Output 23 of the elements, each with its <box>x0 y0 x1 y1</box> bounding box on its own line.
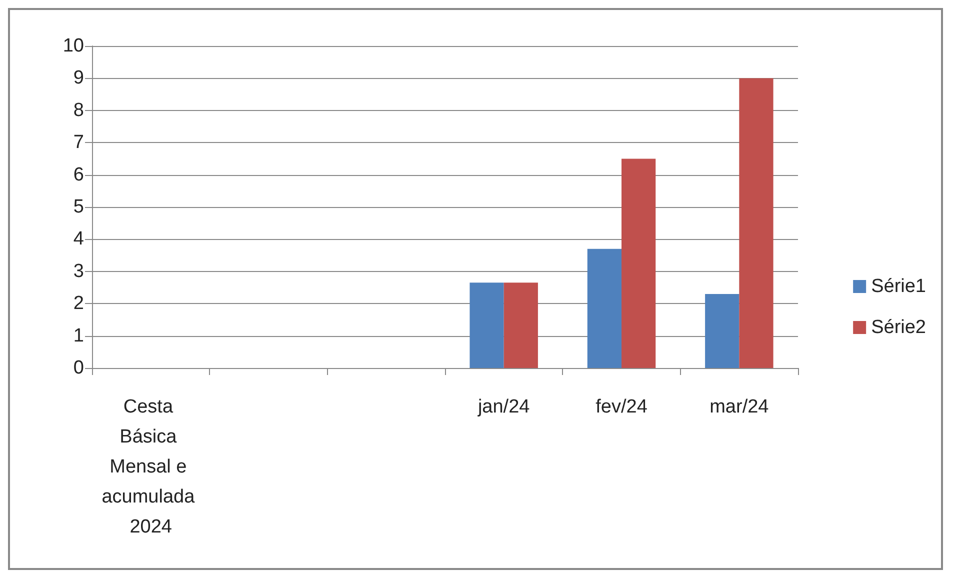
y-tick-label: 10 <box>62 36 84 56</box>
y-tick-label: 5 <box>73 196 84 218</box>
y-tick-label: 1 <box>73 325 84 346</box>
legend-label: Série1 <box>871 276 926 297</box>
x-tick-label: mar/24 <box>710 396 770 418</box>
y-tick-label: 9 <box>73 68 84 89</box>
y-tick-label: 2 <box>73 293 84 314</box>
bar <box>739 78 774 368</box>
x-tick-label: jan/24 <box>476 396 530 418</box>
y-tick-label: 3 <box>73 260 84 282</box>
bar <box>587 248 622 368</box>
bar <box>504 282 538 368</box>
x-tick-label: fev/24 <box>596 396 648 418</box>
y-tick-label: 8 <box>73 100 84 121</box>
bar <box>622 158 656 368</box>
y-tick-label: 7 <box>73 132 84 154</box>
y-tick-label: 0 <box>73 358 84 378</box>
bar <box>470 282 504 368</box>
y-tick-label: 4 <box>73 228 84 250</box>
x-tick-label: Cesta Básica Mensal e acumulada 2024 <box>102 396 200 538</box>
y-tick-label: 6 <box>73 164 84 186</box>
bar <box>705 294 740 368</box>
legend-label: Série2 <box>871 317 926 338</box>
